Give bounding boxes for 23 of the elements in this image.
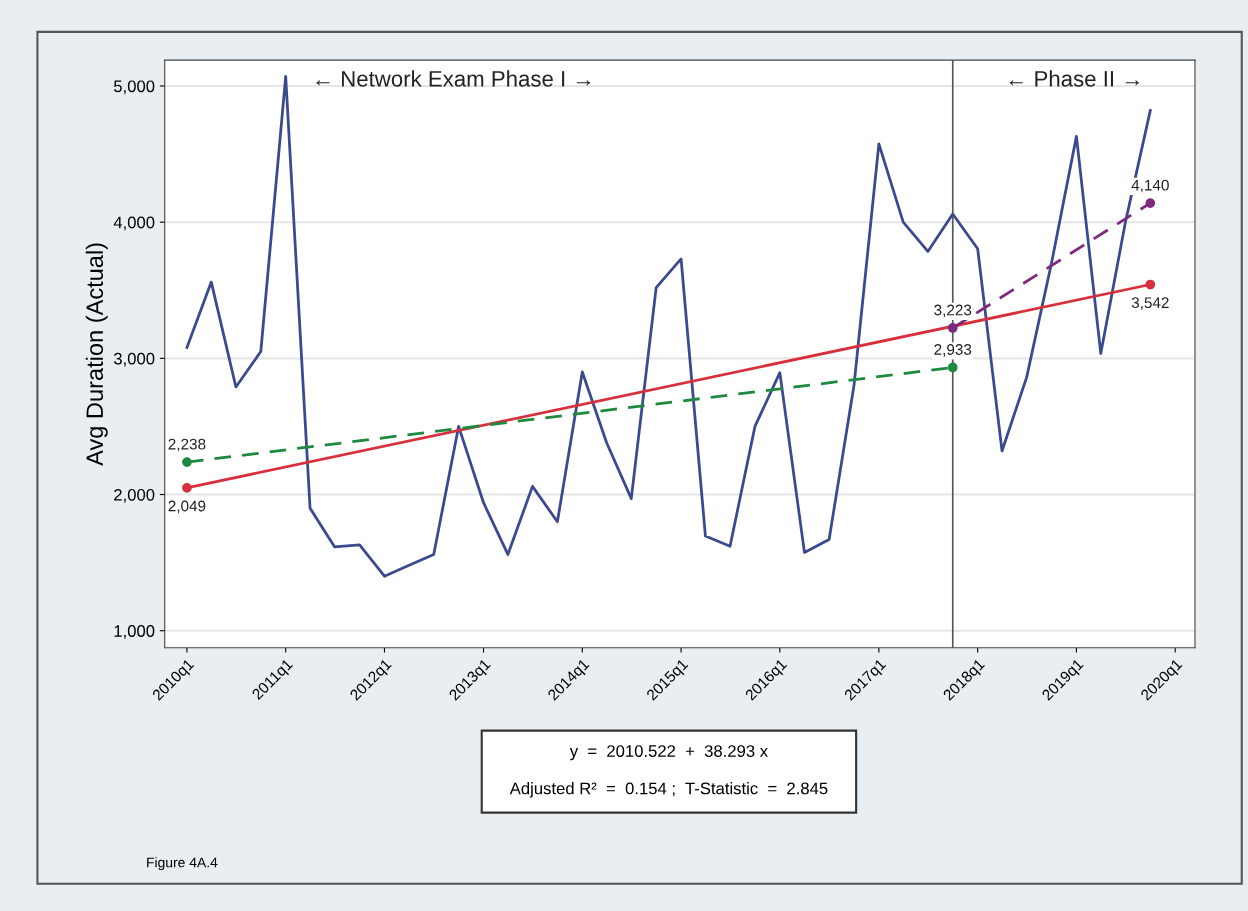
text: y = 2010.522 + 38.293 x: [569, 745, 768, 761]
data-label: 2,049: [168, 500, 206, 514]
data-label: 2,238: [168, 438, 206, 452]
point: [182, 457, 192, 467]
point: [182, 482, 192, 493]
data-label: 4,140: [1131, 179, 1169, 193]
point: [947, 323, 958, 333]
data-label: 2,933: [934, 344, 972, 357]
annotation: ← Network Exam Phase I →: [316, 70, 591, 87]
data-label: 3,223: [934, 304, 972, 318]
y-tick-label: 4,000: [113, 216, 155, 231]
y-tick-label: 3,000: [113, 352, 155, 367]
y-tick-label: 2,000: [114, 488, 155, 503]
y-tick-label: 1,000: [114, 625, 155, 639]
point: [1145, 279, 1156, 290]
text: Adjusted R² = 0.154 ; T-Statistic = 2.845: [509, 782, 828, 798]
annotation: ← Phase II →: [1009, 70, 1139, 87]
point: [947, 362, 958, 373]
data-label: 3,542: [1131, 297, 1169, 310]
point: [1145, 198, 1156, 208]
y-axis-title: Avg Duration (Actual): [85, 243, 108, 466]
y-tick-label: 5,000: [113, 80, 155, 95]
caption: Figure 4A.4: [147, 857, 218, 871]
